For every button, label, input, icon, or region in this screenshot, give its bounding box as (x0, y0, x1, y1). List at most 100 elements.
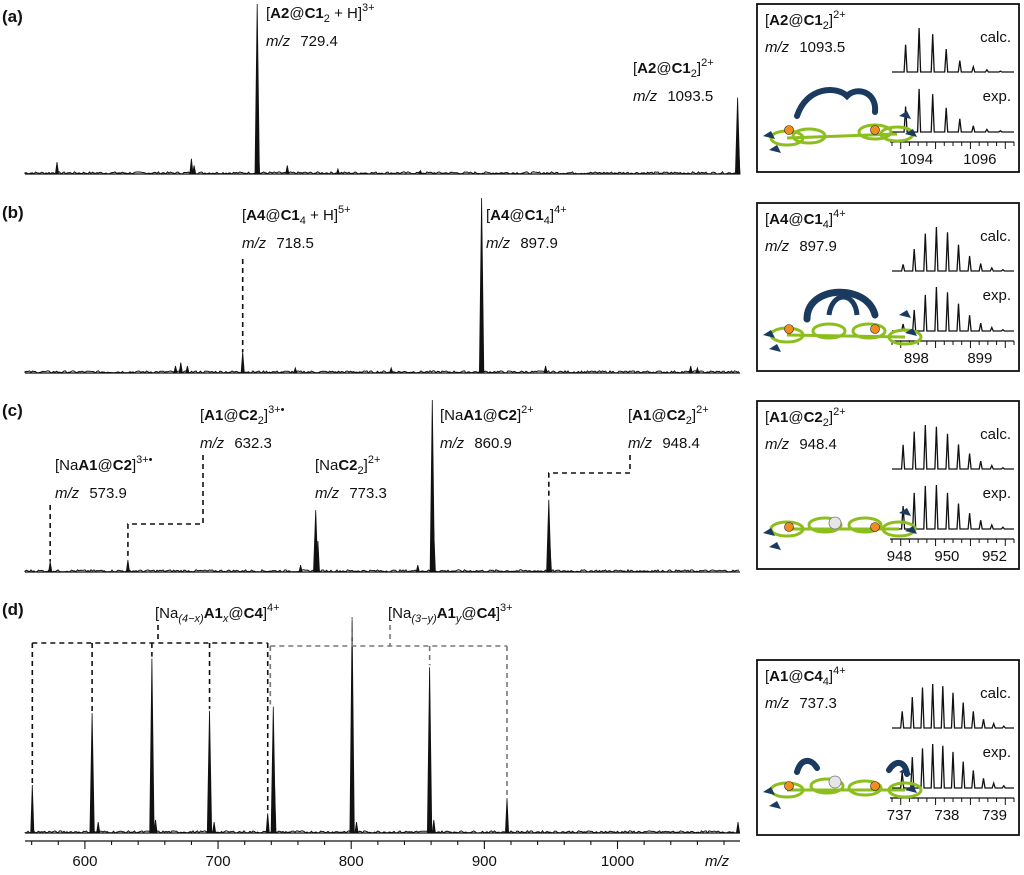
inset-frame (756, 202, 1020, 372)
calc-label: calc. (980, 426, 1011, 443)
peak-label-formula: [NaC22]2+ (315, 454, 380, 477)
metal-atom (784, 781, 794, 791)
peak (48, 561, 53, 573)
peak (240, 351, 245, 374)
peak-label-formula: [A1@C22]2+ (628, 404, 709, 427)
group-label-formula-4plus: [Na(4−x)A1x@C4]4+ (155, 602, 280, 625)
ring (847, 779, 883, 797)
panel-4: (d) [Na(4−x)A1x@C4]4+ [Na(3−y)A1y@C4]3+ (2, 600, 741, 834)
panel-2: (b) [A4@C14 + H]5+ m/z 718.5 [A4@C14]4+ m/z … (2, 197, 740, 374)
peak (30, 784, 35, 834)
peak (426, 667, 433, 834)
peak-label-formula: [NaA1@C2]2+ (440, 404, 534, 424)
peak-label-mz: m/z 718.5 (242, 235, 314, 252)
x-axis-label: m/z (705, 853, 730, 870)
terminal-group (769, 542, 781, 550)
group-label-formula-3plus: [Na(3−y)A1y@C4]3+ (388, 602, 513, 625)
terminal-group (899, 111, 911, 119)
x-axis: 600 700 800 900 1000 (25, 840, 740, 870)
peak (212, 822, 217, 834)
peak-label-mz: m/z 1093.5 (633, 88, 713, 105)
peak (192, 165, 197, 175)
inset-frame (756, 659, 1020, 836)
peak (418, 169, 423, 175)
peak-label-mz: m/z 897.9 (486, 235, 558, 252)
inset-tick-label: 738 (934, 807, 959, 824)
x-axis-tick-label: 1000 (601, 853, 634, 870)
peak (285, 165, 290, 175)
guest-atom (828, 516, 842, 530)
x-axis-tick-label: 800 (339, 853, 364, 870)
molecule-structure (763, 87, 917, 153)
terminal-group (763, 528, 775, 536)
ring (857, 123, 893, 141)
peak (335, 167, 341, 175)
inset-3: [A1@C22]2+ m/z 948.4 calc. exp. 948 950 952 (756, 400, 1020, 570)
x-axis-tick-label: 700 (206, 853, 231, 870)
arch (803, 288, 879, 323)
terminal-group (905, 129, 917, 137)
ring (851, 322, 887, 340)
calc-pattern (892, 226, 1014, 272)
peak-label-mz: m/z 860.9 (440, 435, 512, 452)
exp-label: exp. (983, 287, 1011, 304)
terminal-group (769, 801, 781, 809)
peak (298, 565, 303, 573)
inset-4: [A1@C44]4+ m/z 737.3 calc. exp. 737 738 739 (756, 659, 1020, 836)
peak (389, 366, 394, 374)
peak (543, 365, 548, 374)
terminal-group (905, 785, 917, 793)
terminal-group (769, 344, 781, 352)
inset-frame (756, 3, 1020, 173)
peak-label-formula: [NaA1@C2]3+• (55, 454, 153, 474)
inset-tick-label: 952 (982, 548, 1007, 565)
calc-label: calc. (980, 685, 1011, 702)
peak (293, 366, 298, 374)
peak (272, 778, 277, 834)
metal-atom (870, 522, 880, 532)
terminal-group (769, 145, 781, 153)
panel-letter: (b) (2, 203, 24, 222)
terminal-group (763, 787, 775, 795)
peak (173, 365, 178, 374)
peak-label-formula: [A4@C14 + H]5+ (242, 204, 351, 227)
peak (547, 544, 552, 573)
calc-pattern (892, 683, 1014, 729)
peak (96, 822, 101, 834)
panel-3: (c) [NaA1@C2]3+• m/z 573.9 [A1@C22]3+• m/z 6… (2, 399, 740, 573)
peak (504, 798, 510, 834)
backbone (786, 132, 898, 140)
exp-pattern (892, 88, 1014, 133)
peak (255, 136, 261, 175)
inset-mz: m/z 897.9 (765, 238, 837, 255)
terminal-group (905, 526, 917, 534)
peak-label-formula: [A4@C14]4+ (486, 204, 567, 227)
inset-frame (756, 400, 1020, 570)
peak (54, 162, 60, 175)
inset-tick-label: 898 (904, 350, 929, 367)
peak (89, 713, 95, 834)
exp-pattern (892, 286, 1014, 332)
exp-label: exp. (983, 88, 1011, 105)
calc-label: calc. (980, 228, 1011, 245)
molecule-structure (763, 508, 917, 550)
calc-pattern (892, 424, 1014, 470)
spectrum-baseline (24, 370, 740, 374)
peak-label-formula: [A1@C22]3+• (200, 404, 285, 427)
peak (149, 658, 155, 834)
peak (185, 365, 190, 374)
inset-tick-label: 948 (887, 548, 912, 565)
panel-letter: (a) (2, 7, 23, 26)
molecule-structure (763, 758, 923, 809)
metal-atom (870, 781, 880, 791)
inset-tick-label: 899 (967, 350, 992, 367)
inset-tick-label: 737 (887, 807, 912, 824)
inset-tick-label: 950 (934, 548, 959, 565)
peak (125, 559, 130, 573)
peak (354, 822, 359, 834)
inset-mz: m/z 1093.5 (765, 39, 845, 56)
peak-label-formula: [A2@C12]2+ (633, 57, 714, 80)
terminal-group (899, 508, 911, 516)
metal-atom (870, 125, 880, 135)
